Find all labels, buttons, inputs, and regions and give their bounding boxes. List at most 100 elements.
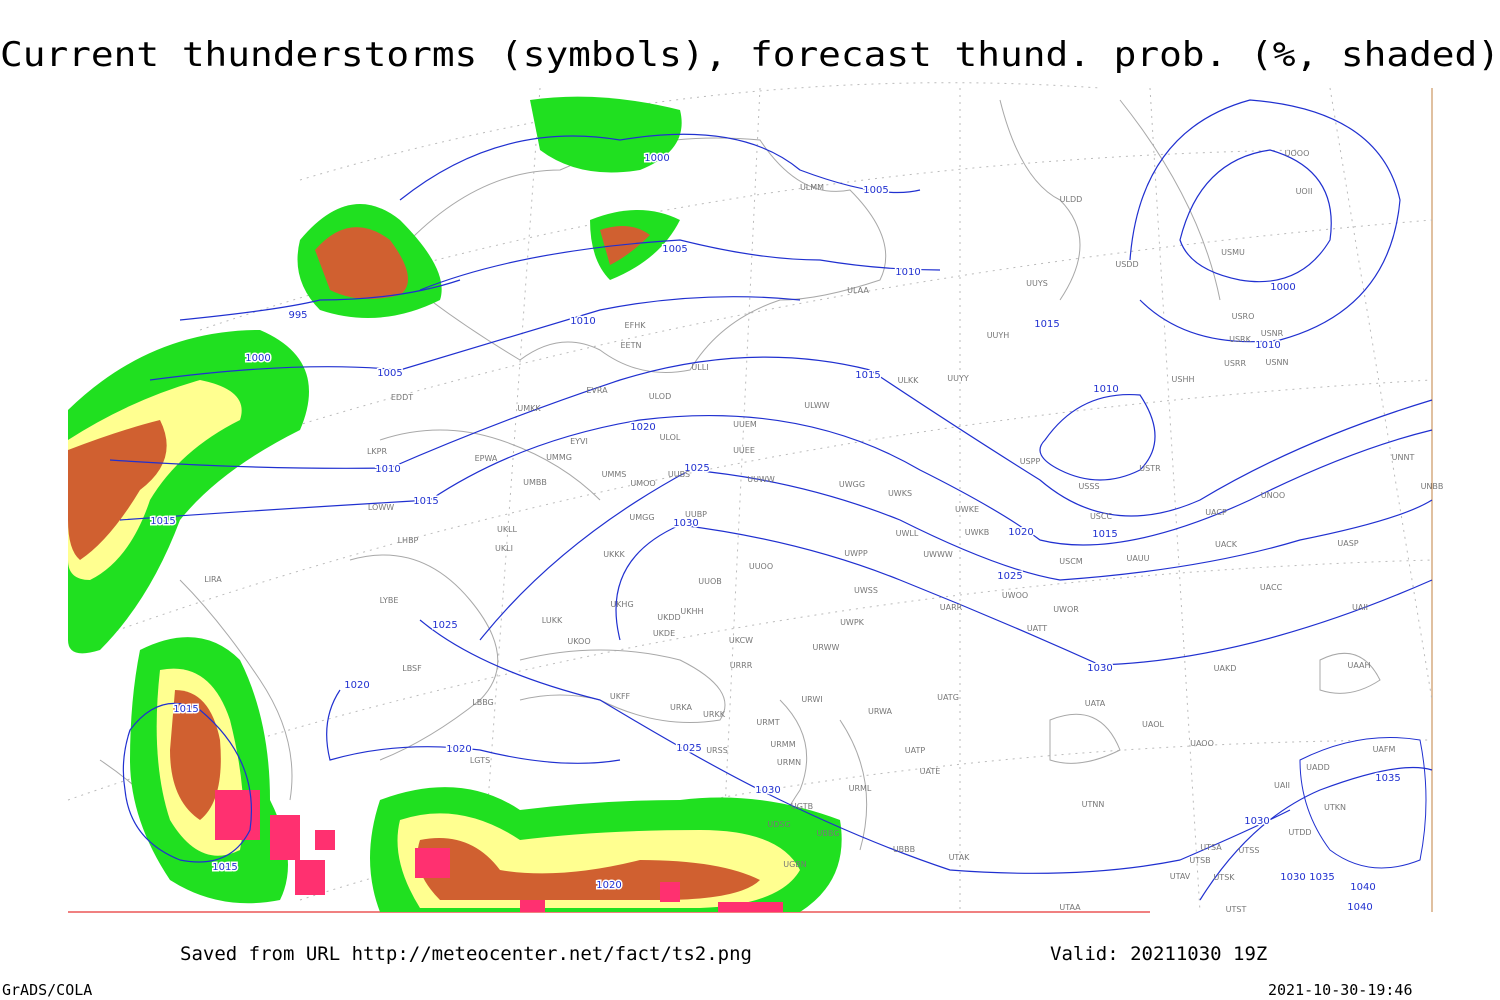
station-label: UAAH [1347,661,1370,670]
station-label: UUYH [987,331,1010,340]
software: GrADS/COLA [2,981,92,999]
isobar-label: 1035 [1375,773,1400,784]
station-label: USSS [1078,482,1099,491]
station-label: UAOL [1142,720,1164,729]
station-label: UTST [1226,905,1247,914]
station-label: LBSF [402,664,422,673]
isobar-label: 1015 [173,704,198,715]
station-label: LGTS [470,756,490,765]
station-label: ULOL [660,433,681,442]
isobar-label: 1040 [1347,902,1372,913]
station-label: UTSA [1200,843,1222,852]
station-label: USRO [1232,312,1255,321]
station-label: UKKK [603,550,625,559]
station-label: URMM [770,740,795,749]
station-label: UNBB [1421,482,1444,491]
station-label: ULDD [1060,195,1083,204]
station-label: UWKS [888,489,912,498]
station-label: USTR [1139,464,1161,473]
isobar-label: 1005 [377,368,402,379]
station-label: UTSS [1239,846,1260,855]
station-label: EETN [621,341,642,350]
station-label: UUOO [749,562,773,571]
isobar-label: 1030 [755,785,780,796]
station-label: UMKK [517,404,541,413]
station-label: UWWW [923,550,953,559]
isobar-label: 1015 [212,862,237,873]
station-label: UARR [940,603,963,612]
isobar-label: 1000 [245,353,270,364]
isobar-label: 1030 [673,518,698,529]
station-label: UAII [1274,781,1290,790]
station-label: LYBE [380,596,399,605]
station-label: ULWW [804,401,829,410]
station-label: UATE [920,767,941,776]
valid-time: Valid: 20211030 19Z [1050,943,1267,965]
station-label: USRR [1224,359,1246,368]
timestamp: 2021-10-30-19:46 [1268,981,1413,999]
isobar-label: 1000 [644,153,669,164]
station-label: UATT [1027,624,1047,633]
thunderstorm-symbols [215,790,783,912]
station-label: UACP [1205,508,1227,517]
station-label: URMN [777,758,801,767]
isobar-label: 1030 [1244,816,1269,827]
station-label: UKLL [497,525,518,534]
station-label: UKHH [680,607,703,616]
station-label: UGBN [783,860,807,869]
station-label: UKLI [495,544,513,553]
station-label: UMMS [602,470,627,479]
station-label: USNN [1266,358,1289,367]
station-label: UTDD [1288,828,1311,837]
station-label: UNNT [1392,453,1415,462]
station-label: URWW [813,643,840,652]
isobar-label: 1010 [1093,384,1118,395]
isobar-label: 1015 [855,370,880,381]
station-label: UASP [1337,539,1358,548]
station-label: LOWW [368,503,394,512]
graticule [67,82,1433,913]
station-label: UDSG [767,820,790,829]
station-label: UUBS [668,470,690,479]
station-label: UAOO [1190,739,1214,748]
station-label: UWKB [965,528,990,537]
isobar-label: 1010 [1255,340,1280,351]
station-label: UUYY [947,374,969,383]
source-url: Saved from URL http://meteocenter.net/fa… [180,943,752,965]
station-label: LUKK [542,616,563,625]
station-label: LIRA [204,575,222,584]
isobar-label: 995 [288,310,307,321]
isobar-label: 1015 [150,516,175,527]
isobar-label: 1020 [446,744,471,755]
station-label: UNOO [1261,491,1285,500]
station-label: UTAA [1059,903,1081,912]
isobar-label: 1025 [432,620,457,631]
isobar-label: 1015 [413,496,438,507]
station-label: UKCW [729,636,753,645]
station-label: UTSK [1213,873,1235,882]
station-label: UACK [1215,540,1238,549]
title: Current thunderstorms (symbols), forecas… [0,35,1500,75]
isobar-label: 1010 [895,267,920,278]
isobar-label: 1000 [1270,282,1295,293]
station-label: UWOR [1053,605,1079,614]
station-label: UWSS [854,586,878,595]
station-label: UBBB [893,845,915,854]
station-label: EVRA [586,386,608,395]
station-label: UWPK [840,618,865,627]
isobar-label: 1030 [1280,872,1305,883]
station-label: UUWW [747,475,775,484]
station-label: UAKD [1214,664,1237,673]
isobars [109,99,1433,901]
station-label: USCC [1090,512,1113,521]
station-label: LHBP [398,536,419,545]
station-label: ULMM [800,183,824,192]
station-label: URKA [670,703,693,712]
station-label: UKDE [653,629,675,638]
isobar-label: 1035 [1309,872,1334,883]
station-label: ULKK [898,376,920,385]
station-label: UGTB [791,802,813,811]
station-label: USDD [1115,260,1138,269]
station-label: URRR [730,661,753,670]
